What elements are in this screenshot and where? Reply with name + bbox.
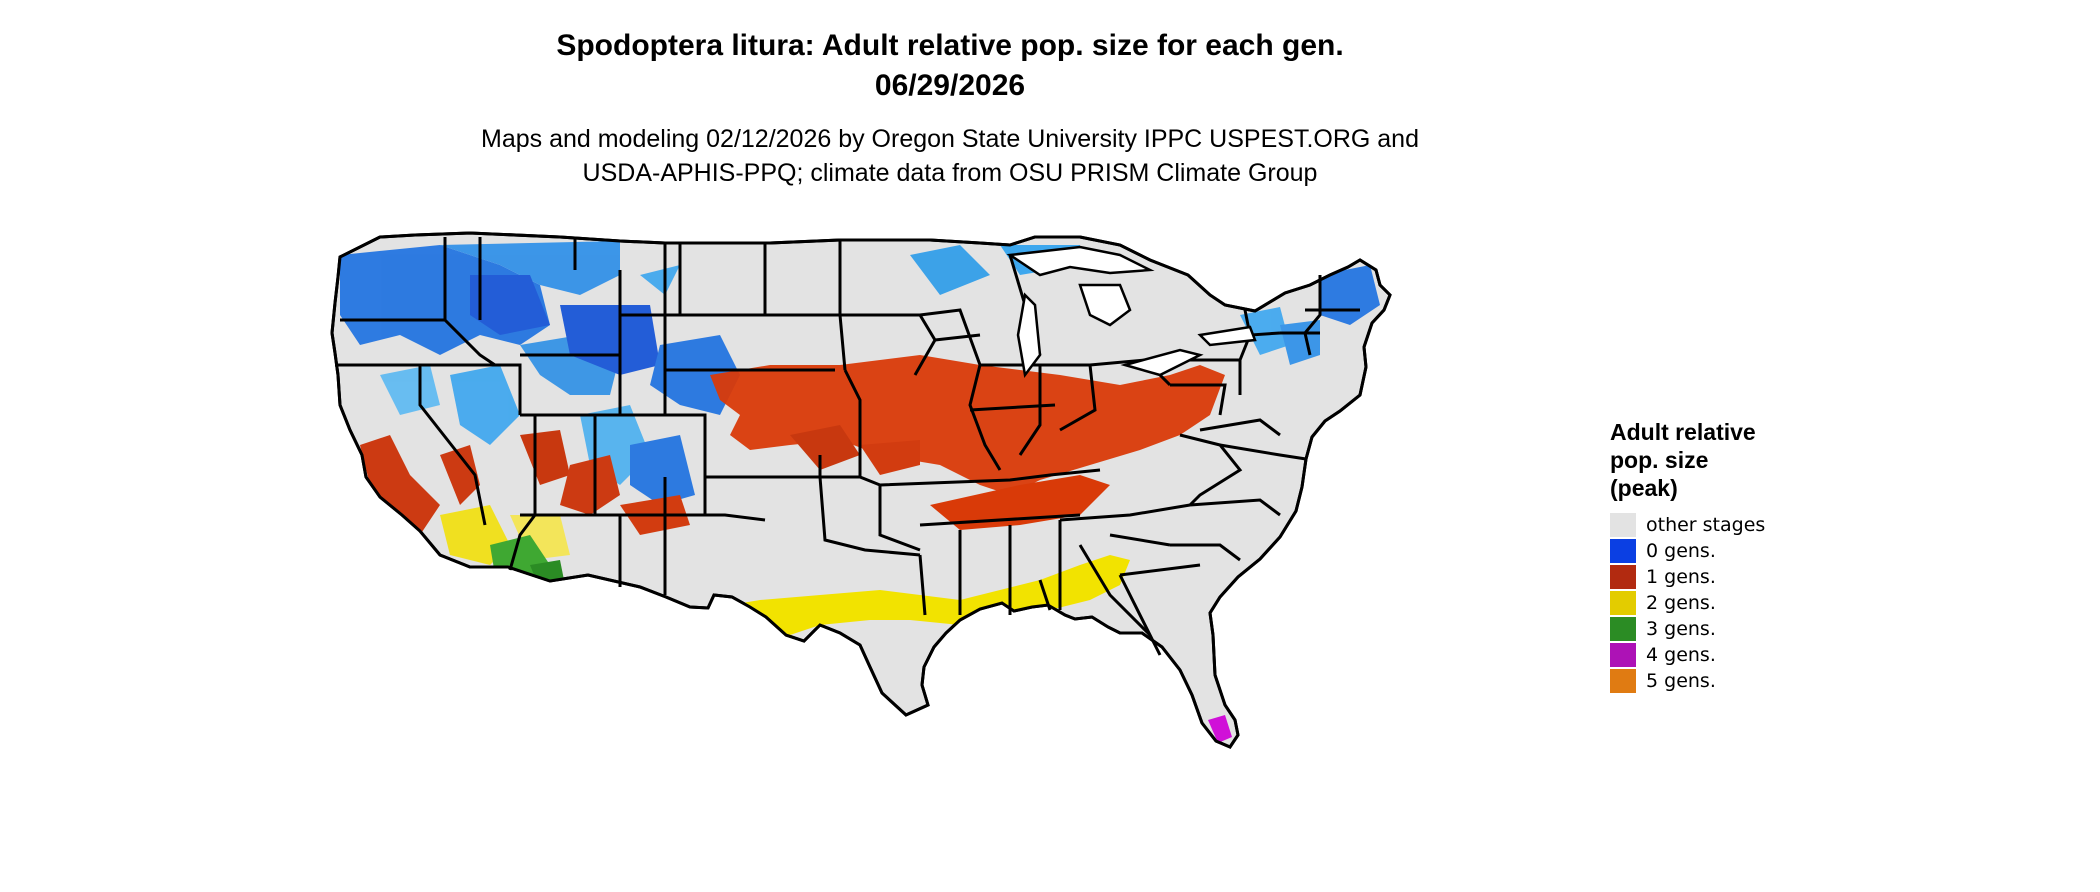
legend-label: 0 gens. (1646, 540, 1716, 562)
legend-swatch (1610, 643, 1636, 667)
legend-title: Adult relative pop. size (peak) (1610, 418, 1870, 502)
legend-label: other stages (1646, 514, 1766, 536)
legend-item: 2 gens. (1610, 590, 1870, 616)
legend-title-line-3: (peak) (1610, 475, 1678, 501)
legend-label: 5 gens. (1646, 670, 1716, 692)
legend-title-line-1: Adult relative (1610, 419, 1756, 445)
legend-item: 0 gens. (1610, 538, 1870, 564)
legend-swatch (1610, 565, 1636, 589)
legend-label: 4 gens. (1646, 644, 1716, 666)
legend-label: 2 gens. (1646, 592, 1716, 614)
legend-label: 1 gens. (1646, 566, 1716, 588)
credit-line-1: Maps and modeling 02/12/2026 by Oregon S… (481, 125, 1419, 153)
legend-item: 3 gens. (1610, 616, 1870, 642)
credit-line-2: USDA-APHIS-PPQ; climate data from OSU PR… (582, 159, 1318, 187)
state-boundaries (335, 237, 1360, 656)
legend-item: 4 gens. (1610, 642, 1870, 668)
legend-swatch (1610, 539, 1636, 563)
legend-swatch (1610, 669, 1636, 693)
credit-text: Maps and modeling 02/12/2026 by Oregon S… (350, 122, 1550, 190)
us-map-svg (330, 231, 1392, 749)
legend-title-line-2: pop. size (1610, 447, 1709, 473)
us-land-border (330, 231, 1392, 749)
legend-label: 3 gens. (1646, 618, 1716, 640)
legend-items: other stages 0 gens. 1 gens. 2 gens. 3 gens.… (1610, 512, 1870, 694)
map-title: Spodoptera litura: Adult relative pop. s… (350, 26, 1550, 106)
zone-4-gens (1208, 715, 1232, 743)
title-line-1: Spodoptera litura: Adult relative pop. s… (556, 29, 1344, 62)
legend-swatch (1610, 617, 1636, 641)
us-map (320, 215, 1590, 892)
legend-swatch (1610, 591, 1636, 615)
legend-item: other stages (1610, 512, 1870, 538)
legend-item: 5 gens. (1610, 668, 1870, 694)
legend-item: 1 gens. (1610, 564, 1870, 590)
title-line-2: 06/29/2026 (874, 69, 1026, 102)
legend: Adult relative pop. size (peak) other st… (1610, 418, 1870, 694)
great-lakes (1006, 245, 1257, 379)
legend-swatch (1610, 513, 1636, 537)
